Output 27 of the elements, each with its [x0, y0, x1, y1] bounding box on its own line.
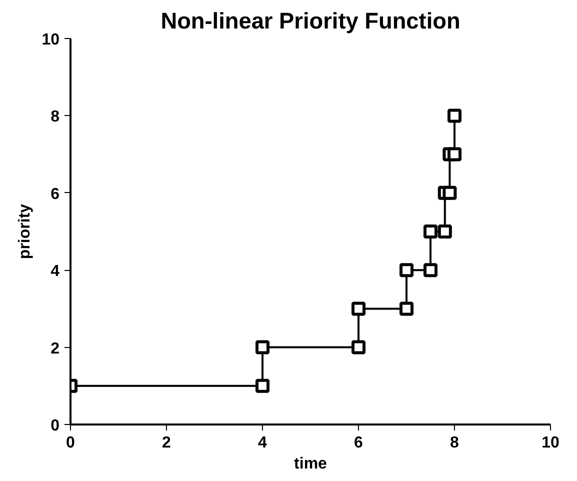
x-tick-label: 10: [542, 434, 560, 452]
y-tick-label: 0: [50, 418, 60, 434]
y-tick-label: 10: [42, 32, 60, 48]
x-tick-label: 0: [66, 434, 76, 452]
point: [400, 263, 414, 278]
point: [442, 186, 457, 200]
y-axis-title: priority: [16, 204, 34, 260]
point: [256, 378, 270, 393]
x-tick-label: 2: [162, 434, 172, 452]
point: [352, 340, 366, 354]
y-tick-label: 6: [50, 186, 60, 203]
point: [438, 224, 452, 238]
x-axis-title: time: [294, 456, 328, 472]
point: [256, 340, 270, 354]
point: [448, 108, 462, 123]
chart-title: Non-linear Priority Function: [160, 8, 460, 34]
x-tick-label: 6: [354, 434, 364, 452]
point: [424, 263, 438, 278]
y-tick-label: 8: [50, 108, 60, 126]
point: [352, 302, 366, 316]
x-tick-label: 8: [450, 434, 460, 452]
x-tick-label: 4: [258, 434, 268, 452]
y-tick-label: 4: [50, 263, 60, 280]
y-tick-label: 2: [50, 340, 60, 358]
point: [424, 224, 438, 238]
point: [448, 147, 462, 162]
point: [400, 302, 414, 316]
